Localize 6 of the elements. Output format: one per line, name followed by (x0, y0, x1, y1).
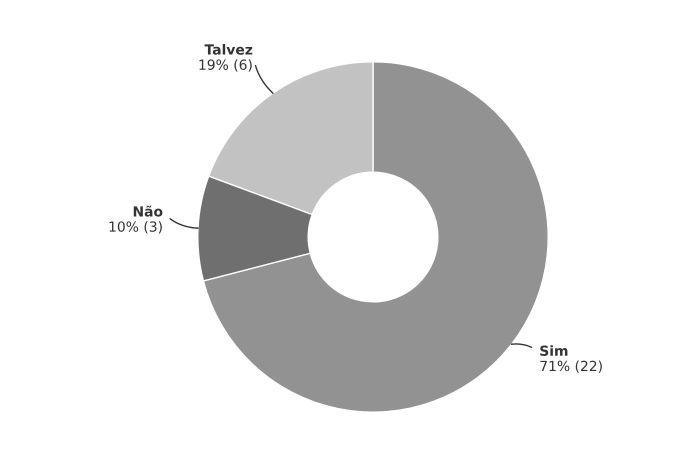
data-label: 10% (3) (110, 221, 162, 234)
slice-label: Talvez (204, 44, 252, 55)
data-label: 71% (22) (540, 360, 602, 373)
slice-label: Sim (540, 345, 568, 356)
slice-label: Não (134, 206, 162, 217)
data-label: 19% (6) (199, 59, 252, 72)
